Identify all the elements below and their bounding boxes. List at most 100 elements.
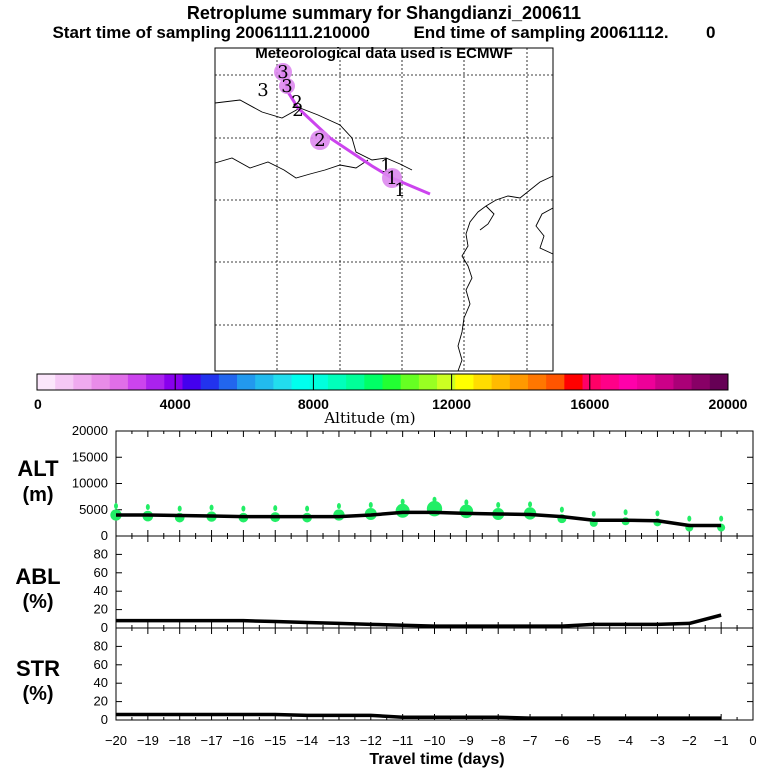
colorbar-swatch xyxy=(255,374,274,390)
colorbar-axis-label: Altitude (m) xyxy=(323,409,415,427)
colorbar-tick-label: 8000 xyxy=(298,396,329,412)
colorbar-swatch xyxy=(455,374,474,390)
x-tick-label: −5 xyxy=(586,733,601,748)
plume-marker-label: 1 xyxy=(394,180,405,201)
plume-marker-label: 2 xyxy=(291,92,302,113)
altitude-dot xyxy=(305,505,310,512)
colorbar-swatch xyxy=(600,374,620,390)
met-data-label: Meteorological data used is ECMWF xyxy=(255,45,513,62)
x-tick-label: −11 xyxy=(392,733,413,748)
colorbar-swatch xyxy=(327,374,347,390)
colorbar-swatch xyxy=(637,374,656,390)
colorbar-swatch xyxy=(691,374,711,390)
colorbar-swatch xyxy=(146,374,165,390)
y-tick-label: 60 xyxy=(94,565,108,580)
colorbar-swatch xyxy=(55,374,74,390)
plume-marker-dot xyxy=(274,63,292,81)
panel-frame xyxy=(115,627,754,721)
x-tick-label: −10 xyxy=(423,733,445,748)
y-tick-label: 0 xyxy=(101,620,108,635)
plume-marker-dot xyxy=(310,130,330,150)
panel-abl: 0 20 40 60 80 ABL(%) xyxy=(15,535,754,635)
colorbar-tick-label: 20000 xyxy=(709,396,748,412)
sampling-times: Start time of sampling 20061111.210000 E… xyxy=(0,23,768,43)
x-tick-label: −9 xyxy=(459,733,474,748)
plume-marker-label: 1 xyxy=(380,156,391,177)
altitude-dot xyxy=(145,504,150,511)
map-frame xyxy=(214,47,554,372)
colorbar-swatch xyxy=(491,374,511,390)
altitude-dot xyxy=(687,515,692,522)
colorbar-swatch xyxy=(582,374,602,390)
panel-str: 0 20 40 60 80 STR(%) xyxy=(16,627,754,727)
end-time-value: 0 xyxy=(706,23,716,42)
altitude-dot xyxy=(655,510,660,517)
colorbar-swatch xyxy=(564,374,584,390)
panel-frame xyxy=(115,535,754,629)
altitude-dot xyxy=(623,509,628,516)
colorbar-swatch xyxy=(200,374,220,390)
colorbar-swatch xyxy=(509,374,529,390)
x-tick-label: −2 xyxy=(682,733,697,748)
x-axis-label: Travel time (days) xyxy=(369,751,504,768)
plume-marker-label: 1 xyxy=(386,168,397,189)
panel-ylabel-unit: (m) xyxy=(22,484,53,506)
colorbar-swatch xyxy=(109,374,129,390)
x-tick-label: −19 xyxy=(137,733,159,748)
colorbar-swatch xyxy=(527,374,547,390)
x-tick-label: −6 xyxy=(554,733,569,748)
altitude-dot xyxy=(400,498,405,505)
altitude-dot xyxy=(459,504,474,519)
panel-ylabel: ALT xyxy=(17,456,59,481)
plume-marker-label: 2 xyxy=(292,100,303,121)
colorbar-swatch xyxy=(418,374,438,390)
colorbar-swatch xyxy=(400,374,420,390)
y-tick-label: 0 xyxy=(101,528,108,543)
plume-marker-label: 3 xyxy=(277,62,288,83)
colorbar-swatch xyxy=(346,374,365,390)
plume-marker-dot xyxy=(279,78,295,94)
panel-ylabel-unit: (%) xyxy=(22,591,53,613)
colorbar-swatch xyxy=(709,374,729,390)
colorbar-tick-label: 0 xyxy=(34,396,42,412)
y-tick-label: 5000 xyxy=(79,502,108,517)
altitude-dot xyxy=(591,510,596,517)
y-tick-label: 20000 xyxy=(72,423,108,438)
colorbar-swatch xyxy=(127,374,147,390)
colorbar-swatch xyxy=(73,374,93,390)
colorbar-swatch xyxy=(273,374,293,390)
colorbar-swatch xyxy=(237,374,256,390)
colorbar-swatch xyxy=(309,374,329,390)
x-tick-label: −3 xyxy=(650,733,665,748)
colorbar-swatch xyxy=(164,374,183,390)
x-tick-label: −13 xyxy=(328,733,350,748)
altitude-dot xyxy=(496,501,501,508)
series-line xyxy=(116,613,722,628)
altitude-dot xyxy=(528,501,533,508)
x-tick-label: −15 xyxy=(264,733,286,748)
plume-marker-label: 3 xyxy=(281,76,292,97)
panel-alt: 0 5000 10000 15000 20000 ALT (m) xyxy=(17,423,754,543)
colorbar-swatch xyxy=(618,374,638,390)
colorbar-tick-label: 12000 xyxy=(432,396,471,412)
series-line xyxy=(116,712,722,720)
y-tick-label: 40 xyxy=(94,675,108,690)
colorbar-swatch xyxy=(382,374,402,390)
timeseries-panels: 05000100001500020000ALT(m)020406080ABL(%… xyxy=(15,423,756,768)
x-tick-label: 0 xyxy=(749,733,756,748)
altitude-dot xyxy=(464,499,469,506)
altitude-colorbar: 0 4000 8000 12000 16000 20000 Altitude (m) xyxy=(34,373,748,427)
altitude-dot xyxy=(114,503,118,509)
colorbar-swatch xyxy=(546,374,565,390)
altitude-dot xyxy=(177,505,182,512)
x-tick-label: −16 xyxy=(232,733,254,748)
altitude-dot xyxy=(368,501,373,508)
y-tick-label: 15000 xyxy=(72,449,108,464)
start-time-label: Start time of sampling 20061111.210000 xyxy=(52,23,370,42)
x-tick-label: −18 xyxy=(169,733,191,748)
x-tick-label: −14 xyxy=(296,733,318,748)
altitude-dot xyxy=(719,515,724,522)
colorbar-swatch xyxy=(437,374,456,390)
map-coastlines xyxy=(214,99,554,372)
